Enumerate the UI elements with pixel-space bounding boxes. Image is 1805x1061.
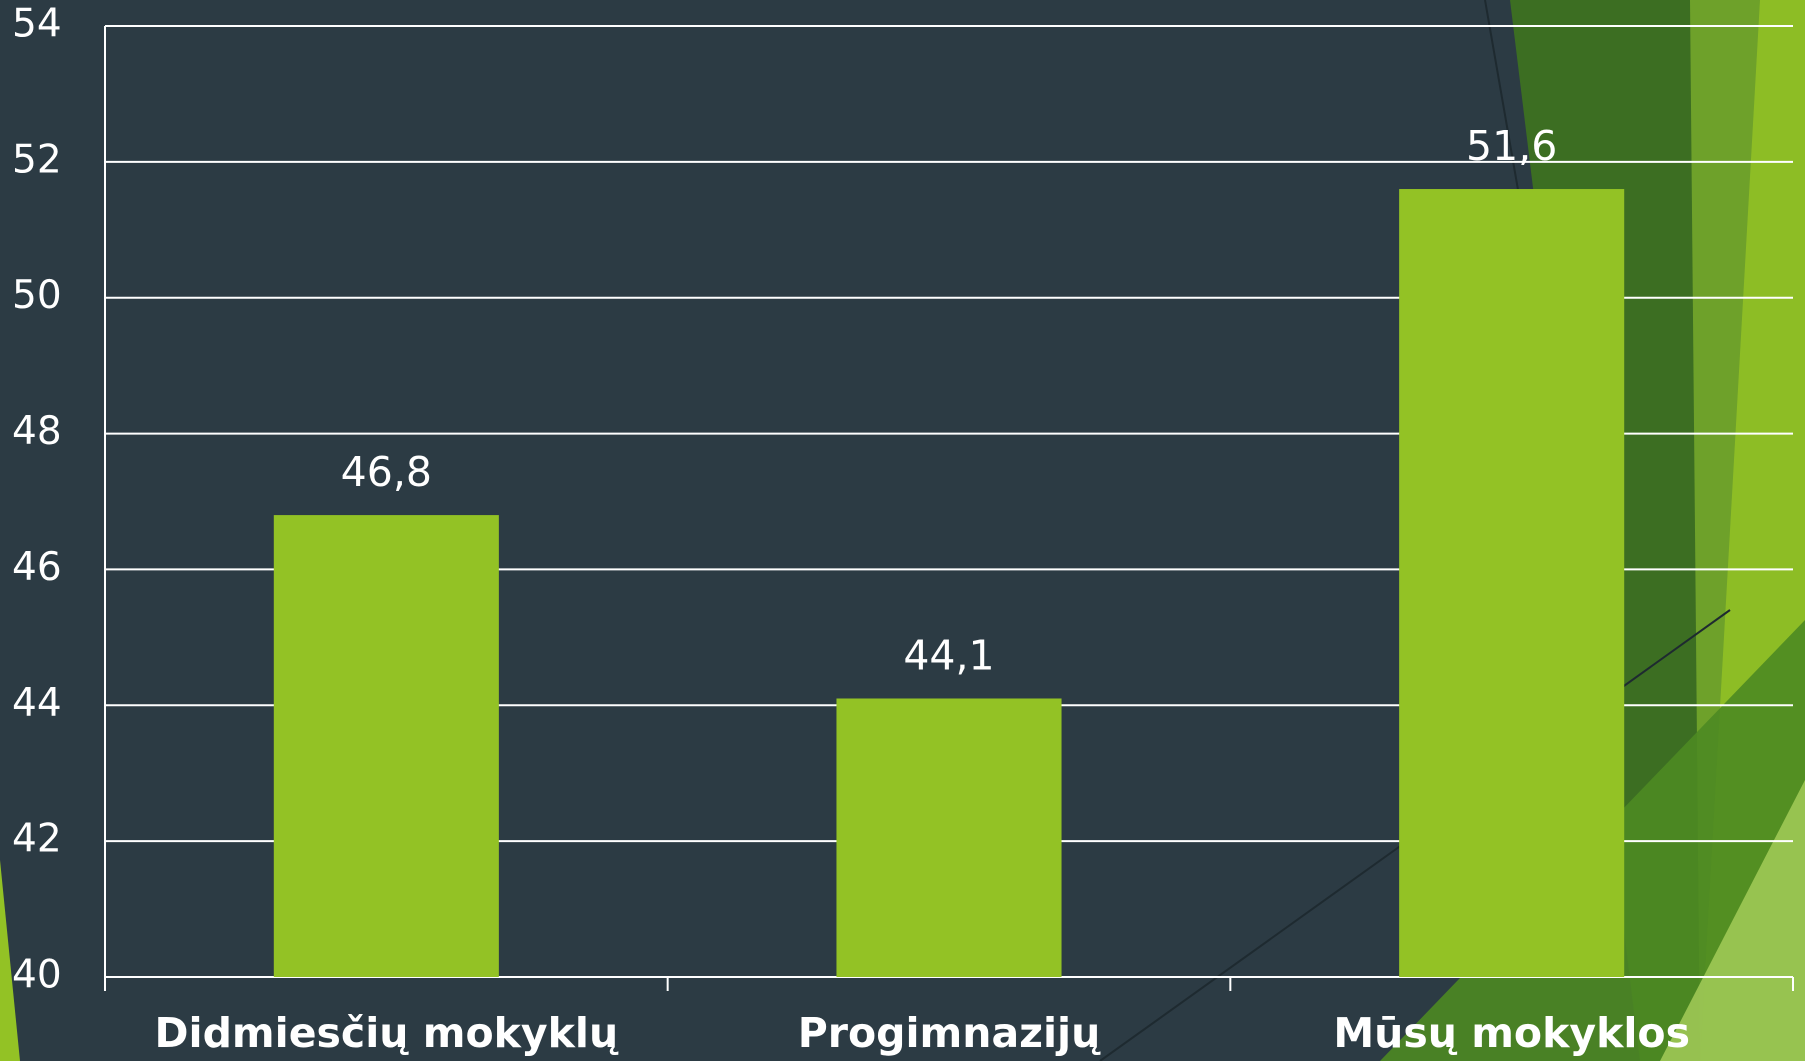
bar bbox=[836, 698, 1062, 977]
y-tick-label: 52 bbox=[12, 137, 62, 182]
y-tick-label: 50 bbox=[12, 273, 62, 318]
value-label: 46,8 bbox=[341, 448, 432, 496]
y-tick-label: 40 bbox=[12, 953, 62, 998]
bar bbox=[1399, 189, 1625, 977]
y-tick-label: 44 bbox=[12, 681, 62, 726]
x-tick-label: Progimnazijų bbox=[798, 1009, 1101, 1057]
y-tick-label: 54 bbox=[12, 2, 62, 47]
y-tick-label: 46 bbox=[12, 545, 62, 590]
x-tick-label: Mūsų mokyklos bbox=[1333, 1009, 1690, 1057]
value-label: 44,1 bbox=[903, 631, 994, 679]
value-label: 51,6 bbox=[1466, 122, 1557, 170]
bar bbox=[273, 515, 499, 977]
y-tick-label: 42 bbox=[12, 817, 62, 862]
x-tick-label: Didmiesčių mokyklų bbox=[155, 1009, 619, 1057]
y-tick-label: 48 bbox=[12, 409, 62, 454]
